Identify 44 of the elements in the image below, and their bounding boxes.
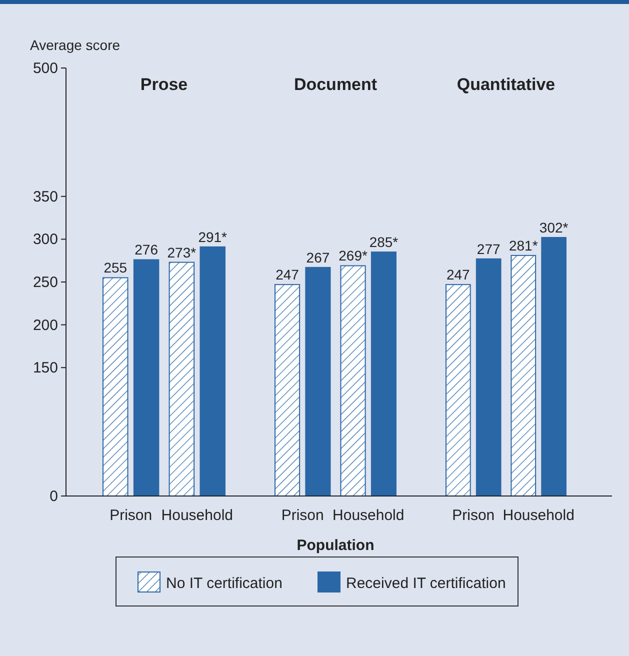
bar — [510, 254, 536, 496]
bar — [305, 266, 331, 496]
data-label: 285* — [369, 234, 399, 250]
y-tick-label: 250 — [32, 274, 58, 291]
x-tick-label: Prison — [110, 507, 152, 524]
bar — [168, 262, 195, 496]
chart-title: Quantitative — [456, 75, 556, 94]
x-tick-label: Household — [332, 507, 404, 524]
legend-label: No IT certification — [166, 575, 282, 592]
bar — [200, 246, 226, 496]
data-label: 291* — [198, 228, 228, 245]
bar — [541, 236, 566, 496]
bar — [446, 284, 471, 496]
bar — [476, 258, 502, 496]
bar — [340, 265, 366, 496]
y-tick-label: 350 — [32, 188, 58, 206]
data-label: 302* — [539, 219, 569, 236]
x-tick-label: Household — [502, 507, 574, 524]
data-label: 247 — [446, 266, 470, 283]
y-tick-label: 0 — [50, 488, 58, 505]
data-label: 255 — [104, 260, 128, 276]
legend-label: Received IT certification — [346, 575, 506, 592]
y-axis-title: Average score — [30, 37, 120, 53]
x-tick-label: Household — [161, 507, 234, 524]
chart-title: Document — [294, 75, 378, 94]
data-label: 281* — [508, 237, 538, 254]
y-tick-label: 500 — [32, 60, 58, 77]
y-tick-label: 300 — [32, 231, 58, 248]
x-tick-label: Prison — [452, 507, 495, 524]
data-label: 269* — [338, 248, 368, 264]
y-tick-label: 150 — [32, 360, 58, 377]
bar — [274, 284, 300, 496]
bar — [133, 259, 160, 496]
x-axis-title: Population — [296, 537, 374, 554]
data-label: 277 — [476, 240, 500, 257]
data-label: 276 — [134, 242, 158, 258]
chart-title: Prose — [140, 75, 188, 94]
x-tick-label: Prison — [281, 507, 324, 524]
data-label: 273* — [167, 244, 197, 260]
data-label: 247 — [276, 266, 300, 283]
data-label: 267 — [306, 249, 330, 266]
bar — [102, 277, 128, 496]
bar — [370, 252, 396, 496]
y-tick-label: 200 — [32, 316, 58, 334]
